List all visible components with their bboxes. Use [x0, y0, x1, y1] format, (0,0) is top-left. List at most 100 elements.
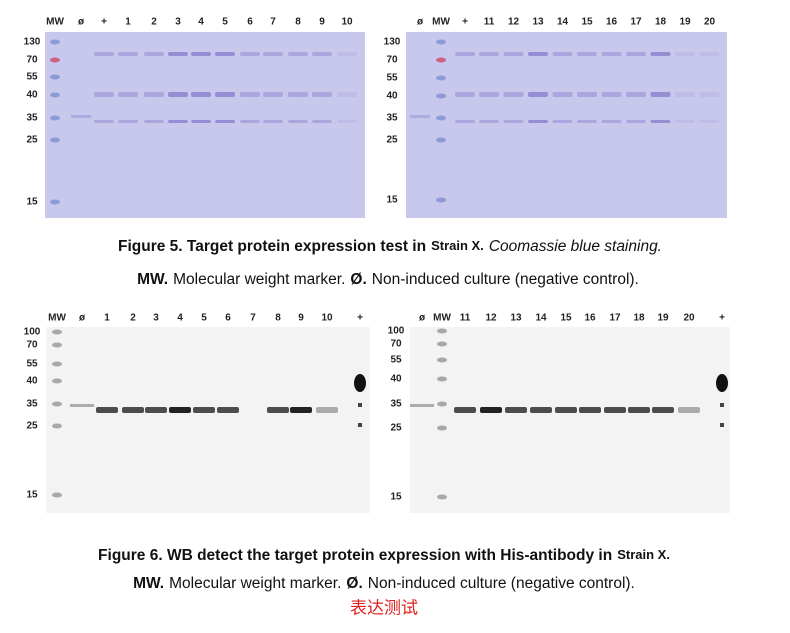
band	[552, 120, 573, 123]
marker-band	[52, 378, 62, 384]
band	[601, 92, 622, 97]
band	[288, 52, 308, 56]
lane-label: 16	[584, 313, 596, 324]
marker-band	[437, 357, 447, 363]
band	[479, 52, 499, 56]
marker-band	[436, 93, 446, 99]
band	[530, 407, 552, 413]
mw-label: MW.	[137, 271, 168, 288]
lane-label: 3	[153, 313, 159, 324]
strain: Strain X.	[431, 238, 484, 253]
band	[191, 52, 211, 56]
band	[699, 52, 720, 56]
band	[454, 407, 476, 413]
strain: Strain X.	[617, 547, 670, 562]
band	[94, 120, 114, 123]
neg-label: Ø.	[350, 271, 366, 288]
band	[577, 52, 597, 56]
lane-label: 14	[557, 17, 569, 28]
marker-band	[50, 137, 60, 143]
band	[288, 92, 308, 97]
marker-band	[52, 423, 62, 429]
stain: Coomassie blue staining.	[489, 238, 662, 255]
mw-text: Molecular weight marker.	[173, 271, 345, 288]
marker-band	[50, 199, 60, 205]
band	[168, 120, 188, 123]
fig6-caption: Figure 6. WB detect the target protein e…	[98, 547, 670, 564]
band	[358, 423, 362, 427]
band	[479, 120, 499, 123]
band	[528, 92, 548, 97]
band	[316, 407, 338, 413]
lane-label: MW	[46, 17, 64, 28]
lane-label: 20	[704, 17, 716, 28]
marker-label: 25	[26, 135, 38, 146]
band	[169, 407, 191, 413]
band	[71, 115, 91, 118]
marker-band	[52, 342, 62, 348]
marker-label: 35	[26, 399, 38, 410]
marker-label: 55	[390, 355, 402, 366]
band	[716, 374, 728, 392]
gel: ø MW 11 12 13 14 15 16 17 18 19 20 +100 70 55 40 35 25 15	[388, 313, 730, 513]
marker-band	[437, 341, 447, 347]
lane-label: 16	[606, 17, 618, 28]
marker-label: 40	[26, 376, 38, 387]
marker-label: 15	[26, 197, 38, 208]
lane-label: MW	[48, 313, 66, 324]
footer: 表达测试	[350, 598, 418, 617]
band	[215, 120, 235, 123]
band	[118, 52, 138, 56]
marker-label: 15	[390, 492, 402, 503]
marker-label: 15	[26, 490, 38, 501]
band	[263, 52, 283, 56]
marker-label: 40	[390, 374, 402, 385]
band	[168, 92, 188, 97]
lane-label: 20	[683, 313, 695, 324]
band	[720, 423, 724, 427]
lane-label: 10	[341, 17, 353, 28]
band	[358, 403, 362, 407]
marker-band	[436, 137, 446, 143]
marker-band	[436, 57, 446, 63]
lane-label: 10	[321, 313, 333, 324]
lane-label: 9	[298, 313, 304, 324]
band	[168, 52, 188, 56]
band	[191, 120, 211, 123]
marker-label: 35	[386, 113, 398, 124]
band	[263, 92, 283, 97]
lane-label: 13	[532, 17, 544, 28]
band	[144, 120, 164, 123]
band	[555, 407, 577, 413]
lane-label: 14	[535, 313, 547, 324]
band	[579, 407, 601, 413]
lane-label: 3	[175, 17, 181, 28]
band	[503, 120, 524, 123]
band	[455, 92, 475, 97]
lane-label: 17	[609, 313, 621, 324]
marker-label: 130	[384, 37, 401, 48]
marker-band	[50, 74, 60, 80]
marker-band	[437, 401, 447, 407]
lane-label: 6	[225, 313, 231, 324]
band	[337, 120, 357, 123]
neg-text: Non-induced culture (negative control).	[368, 575, 635, 592]
lane-label: 4	[177, 313, 183, 324]
lane-label: 7	[270, 17, 276, 28]
marker-label: 70	[386, 55, 398, 66]
lane-label: 18	[633, 313, 645, 324]
neg-text: Non-induced culture (negative control).	[372, 271, 639, 288]
lane-label: 13	[510, 313, 522, 324]
band	[94, 52, 114, 56]
lane-label: +	[101, 17, 107, 28]
band	[240, 120, 260, 123]
fig6-legend: MW. Molecular weight marker. Ø. Non-induced…	[133, 575, 635, 592]
lane-label: 4	[198, 17, 204, 28]
lane-label: 8	[275, 313, 281, 324]
band	[528, 120, 548, 123]
caption-title: Figure 6. WB detect the target protein e…	[98, 547, 612, 564]
band	[410, 115, 430, 118]
lane-label: 5	[222, 17, 228, 28]
neg-label: Ø.	[346, 575, 362, 592]
